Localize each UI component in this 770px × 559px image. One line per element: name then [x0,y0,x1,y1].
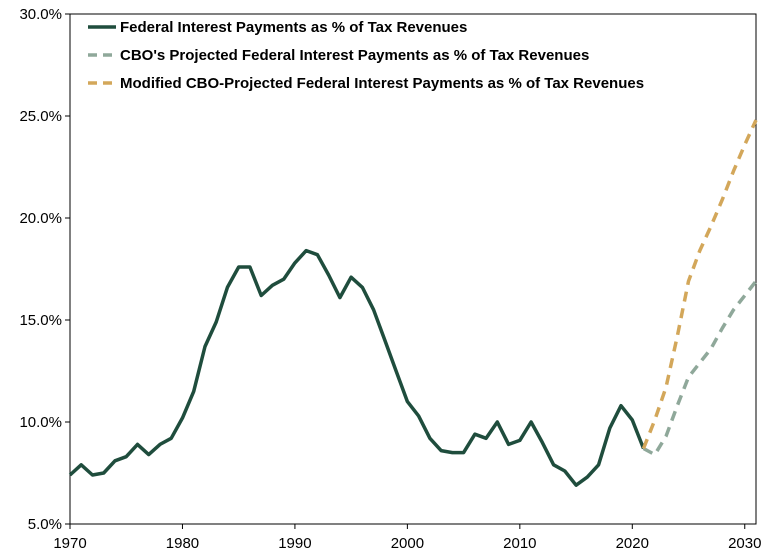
y-tick-label: 5.0% [28,516,62,533]
y-tick-label: 30.0% [19,6,62,23]
legend: Federal Interest Payments as % of Tax Re… [88,19,644,92]
y-tick-label: 10.0% [19,414,62,431]
x-tick-label: 2010 [503,535,536,552]
x-tick-label: 1980 [166,535,199,552]
x-tick-label: 2030 [728,535,761,552]
legend-label-cbo: CBO's Projected Federal Interest Payment… [120,47,589,64]
y-tick-label: 20.0% [19,210,62,227]
legend-label-modified: Modified CBO-Projected Federal Interest … [120,75,644,92]
y-tick-label: 15.0% [19,312,62,329]
x-tick-label: 2000 [391,535,424,552]
x-tick-label: 1970 [53,535,86,552]
cbo-projected-line [642,280,758,457]
plot-frame [69,13,757,525]
y-tick-label: 25.0% [19,108,62,125]
federal-interest-line [68,248,646,487]
x-tick-label: 2020 [616,535,649,552]
legend-label-federal: Federal Interest Payments as % of Tax Re… [120,19,467,36]
x-tick-label: 1990 [278,535,311,552]
modified-cbo-projected-line [641,119,758,450]
